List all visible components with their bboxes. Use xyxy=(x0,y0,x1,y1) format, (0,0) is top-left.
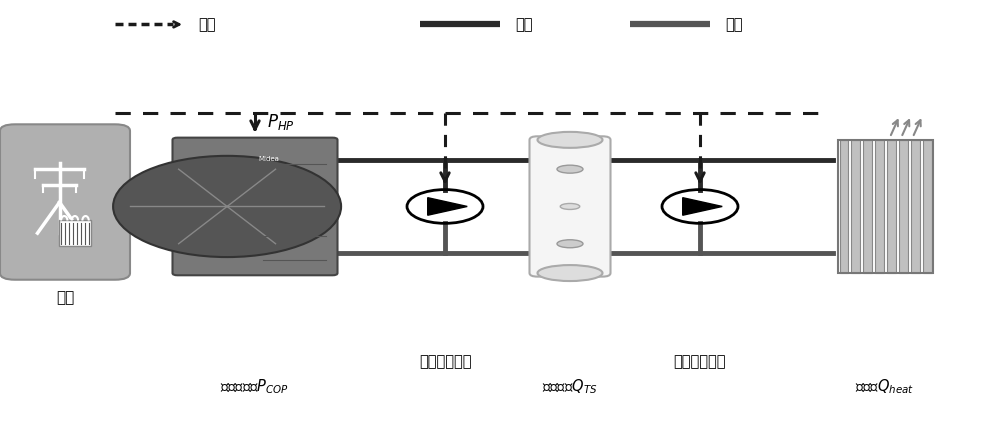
Text: $P_{HP}$: $P_{HP}$ xyxy=(267,112,295,132)
Text: 热网循环水泵: 热网循环水泵 xyxy=(674,354,726,369)
Text: Midea: Midea xyxy=(258,156,279,162)
Bar xyxy=(911,140,920,273)
Bar xyxy=(875,140,884,273)
Ellipse shape xyxy=(538,132,602,148)
Text: 蓄热水箱$Q_{TS}$: 蓄热水箱$Q_{TS}$ xyxy=(542,377,598,396)
Text: 电网: 电网 xyxy=(56,290,74,305)
Text: 回水: 回水 xyxy=(725,17,742,32)
FancyBboxPatch shape xyxy=(173,138,338,275)
Polygon shape xyxy=(428,198,467,215)
Bar xyxy=(887,140,896,273)
Text: 热泵循环水泵: 热泵循环水泵 xyxy=(419,354,471,369)
Text: 散热器$Q_{heat}$: 散热器$Q_{heat}$ xyxy=(855,377,915,396)
Bar xyxy=(838,140,932,273)
Bar xyxy=(899,140,908,273)
Text: 供水: 供水 xyxy=(515,17,532,32)
Bar xyxy=(851,140,860,273)
Text: 空气源热泵$P_{COP}$: 空气源热泵$P_{COP}$ xyxy=(220,377,290,396)
Polygon shape xyxy=(683,198,722,215)
Bar xyxy=(840,140,848,273)
Ellipse shape xyxy=(557,240,583,248)
Bar xyxy=(863,140,872,273)
Text: 电能: 电能 xyxy=(198,17,216,32)
Circle shape xyxy=(113,156,341,257)
FancyBboxPatch shape xyxy=(530,136,610,277)
Bar xyxy=(59,221,91,246)
Ellipse shape xyxy=(538,265,602,281)
FancyBboxPatch shape xyxy=(0,124,130,280)
Ellipse shape xyxy=(557,165,583,173)
Ellipse shape xyxy=(560,203,580,210)
Bar xyxy=(923,140,932,273)
